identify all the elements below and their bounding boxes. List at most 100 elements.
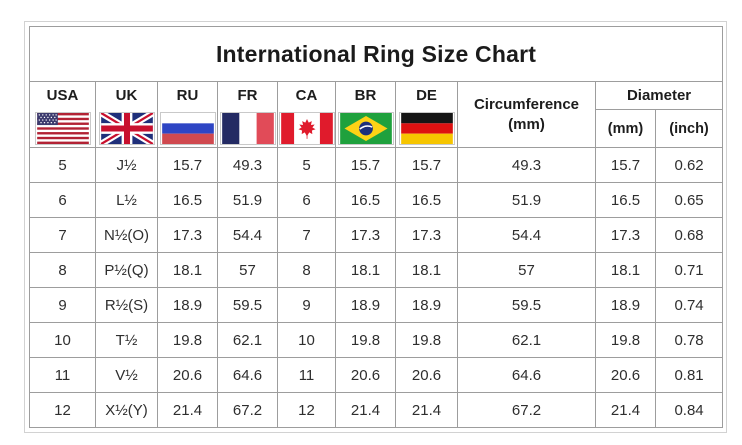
cell-br: 16.5 [335, 182, 396, 218]
cell-br: 18.9 [335, 287, 396, 323]
cell-br: 21.4 [335, 392, 396, 428]
col-header-usa-label: USA [46, 87, 79, 104]
cell-de: 17.3 [395, 217, 458, 253]
col-header-uk: UK [95, 81, 158, 148]
cell-ca: 6 [277, 182, 336, 218]
cell-usa: 7 [29, 217, 96, 253]
cell-diameter-inch: 0.65 [654, 182, 724, 218]
cell-ru: 16.5 [157, 182, 218, 218]
cell-br: 17.3 [335, 217, 396, 253]
col-header-fr: FR [217, 81, 278, 148]
fr-flag-icon [219, 112, 276, 145]
cell-circumference: 62.1 [457, 322, 596, 358]
cell-uk: V½ [95, 357, 158, 393]
chart-frame: International Ring Size Chart USA [24, 21, 727, 433]
cell-fr: 62.1 [217, 322, 278, 358]
cell-diameter-inch: 0.84 [654, 392, 724, 428]
cell-circumference: 57 [457, 252, 596, 288]
cell-ru: 17.3 [157, 217, 218, 253]
br-flag-icon [337, 112, 394, 145]
cell-fr: 49.3 [217, 147, 278, 183]
table-row: 10 T½ 19.8 62.1 10 19.8 19.8 62.1 19.8 0.78 [29, 322, 724, 358]
col-header-de-label: DE [416, 87, 437, 104]
circumference-label-line2: (mm) [508, 115, 545, 133]
cell-fr: 59.5 [217, 287, 278, 323]
col-header-usa: USA [29, 81, 96, 148]
cell-ru: 18.1 [157, 252, 218, 288]
cell-ca: 9 [277, 287, 336, 323]
cell-diameter-inch: 0.74 [654, 287, 724, 323]
cell-diameter-mm: 20.6 [595, 357, 656, 393]
cell-br: 20.6 [335, 357, 396, 393]
cell-ru: 20.6 [157, 357, 218, 393]
cell-diameter-inch: 0.62 [654, 147, 724, 183]
col-header-diameter-inch: (inch) [654, 109, 724, 148]
de-flag-icon [398, 112, 455, 145]
cell-br: 18.1 [335, 252, 396, 288]
cell-diameter-inch: 0.68 [654, 217, 724, 253]
cell-uk: R½(S) [95, 287, 158, 323]
cell-de: 18.1 [395, 252, 458, 288]
cell-circumference: 54.4 [457, 217, 596, 253]
table-row: 7 N½(O) 17.3 54.4 7 17.3 17.3 54.4 17.3 0.68 [29, 217, 724, 253]
cell-usa: 12 [29, 392, 96, 428]
ru-flag-icon [159, 112, 216, 145]
cell-ru: 19.8 [157, 322, 218, 358]
ca-flag-icon [278, 112, 335, 145]
cell-ru: 15.7 [157, 147, 218, 183]
col-header-uk-label: UK [115, 87, 138, 104]
col-header-ru: RU [157, 81, 218, 148]
uk-flag-icon [98, 112, 155, 145]
col-header-br: BR [335, 81, 396, 148]
col-header-ca-label: CA [295, 87, 318, 104]
cell-diameter-mm: 18.1 [595, 252, 656, 288]
cell-ca: 8 [277, 252, 336, 288]
cell-br: 19.8 [335, 322, 396, 358]
col-header-ru-label: RU [176, 87, 199, 104]
cell-diameter-mm: 21.4 [595, 392, 656, 428]
page-title: International Ring Size Chart [28, 26, 724, 82]
ring-size-table: International Ring Size Chart USA [28, 26, 724, 428]
cell-diameter-inch: 0.81 [654, 357, 724, 393]
cell-diameter-inch: 0.78 [654, 322, 724, 358]
col-header-diameter: Diameter [594, 81, 724, 110]
cell-circumference: 59.5 [457, 287, 596, 323]
cell-fr: 67.2 [217, 392, 278, 428]
cell-de: 18.9 [395, 287, 458, 323]
cell-uk: T½ [95, 322, 158, 358]
usa-flag-icon [34, 112, 91, 145]
table-row: 8 P½(Q) 18.1 57 8 18.1 18.1 57 18.1 0.71 [29, 252, 724, 288]
cell-diameter-mm: 16.5 [595, 182, 656, 218]
cell-ru: 18.9 [157, 287, 218, 323]
col-header-ca: CA [277, 81, 336, 148]
table-row: 6 L½ 16.5 51.9 6 16.5 16.5 51.9 16.5 0.65 [29, 182, 724, 218]
cell-diameter-mm: 15.7 [595, 147, 656, 183]
cell-uk: J½ [95, 147, 158, 183]
cell-fr: 54.4 [217, 217, 278, 253]
table-row: 12 X½(Y) 21.4 67.2 12 21.4 21.4 67.2 21.4 0.84 [29, 392, 724, 428]
cell-de: 21.4 [395, 392, 458, 428]
cell-ca: 7 [277, 217, 336, 253]
cell-diameter-mm: 18.9 [595, 287, 656, 323]
cell-uk: X½(Y) [95, 392, 158, 428]
cell-ca: 5 [277, 147, 336, 183]
header-row-top: USA [29, 81, 724, 148]
cell-br: 15.7 [335, 147, 396, 183]
col-header-br-label: BR [354, 87, 377, 104]
cell-circumference: 67.2 [457, 392, 596, 428]
cell-ca: 11 [277, 357, 336, 393]
cell-ca: 12 [277, 392, 336, 428]
cell-usa: 6 [29, 182, 96, 218]
cell-circumference: 64.6 [457, 357, 596, 393]
cell-usa: 8 [29, 252, 96, 288]
cell-diameter-mm: 17.3 [595, 217, 656, 253]
cell-usa: 10 [29, 322, 96, 358]
cell-usa: 5 [29, 147, 96, 183]
cell-ru: 21.4 [157, 392, 218, 428]
header-row-sub: (mm) (inch) [30, 109, 724, 148]
cell-de: 19.8 [395, 322, 458, 358]
table-row: 11 V½ 20.6 64.6 11 20.6 20.6 64.6 20.6 0.81 [29, 357, 724, 393]
cell-de: 15.7 [395, 147, 458, 183]
cell-ca: 10 [277, 322, 336, 358]
title-row: International Ring Size Chart [28, 26, 724, 82]
